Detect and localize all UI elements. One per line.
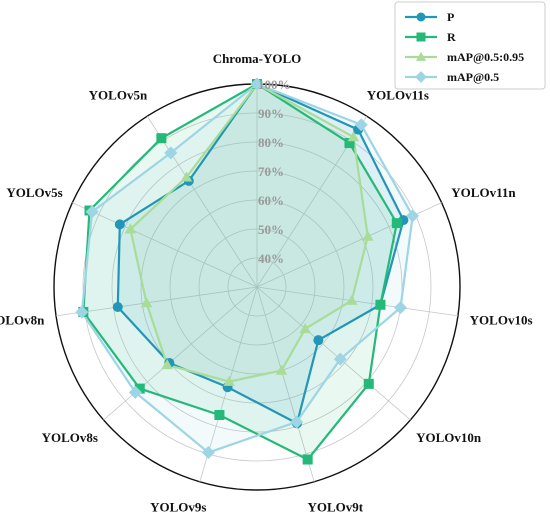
tick-label: 40% [258,251,284,266]
data-point-r-yolov10n [363,378,374,389]
data-point-r-yolov10s [375,299,386,310]
category-label-yolov11s: YOLOv11s [367,87,429,102]
category-label-yolov9s: YOLOv9s [150,500,206,513]
data-point-map-0-5-yolov5s [85,205,99,219]
grid-spoke [72,202,258,288]
data-point-map-0-5-yolov8n [75,305,89,319]
radar-series [75,77,420,465]
data-point-map-0-5-yolov11s [354,118,368,132]
category-label-yolov11n: YOLOv11n [451,185,516,200]
grid-spoke [256,286,458,317]
tick-label: 80% [258,135,284,150]
grid-spoke [256,286,411,421]
data-point-map-0-5-0-95-yolov8n [140,297,153,308]
legend-marker-map-0-5 [415,71,427,83]
legend-item-map-0-5-0-95: mAP@0.5:0.95 [405,50,524,64]
category-label-yolov9t: YOLOv9t [308,500,364,513]
tick-label: 60% [258,193,284,208]
data-point-map-0-5-0-95-yolov9t [275,364,288,375]
legend-item-r: R [405,30,456,44]
data-point-map-0-5-0-95-yolov11s [347,131,360,142]
data-point-r-yolov11n [391,218,402,229]
data-point-map-0-5-yolov8s [128,385,142,399]
legend-marker-r [416,32,426,42]
legend-label: mAP@0.5 [447,70,499,84]
category-label-yolov8s: YOLOv8s [42,430,98,445]
legend-label: R [447,30,456,44]
data-point-map-0-5-yolov9t [290,415,304,429]
legend-frame [394,1,546,90]
data-point-r-yolov11s [344,138,355,149]
grid-spoke [146,116,258,288]
series-line-map-0-5 [80,82,414,454]
data-point-map-0-5-0-95-yolov8s [161,359,173,370]
category-label-yolov8n: YOLOv8n [0,313,45,328]
data-point-r-yolov5n [156,133,167,144]
series-fill-r [83,84,397,460]
data-point-map-0-5-0-95-yolov5s [124,223,137,234]
legend-marker-p [416,12,426,22]
tick-label: 50% [258,222,284,237]
legend-label: mAP@0.5:0.95 [447,50,524,64]
tick-label: 70% [258,164,284,179]
category-label-yolov5n: YOLOv5n [89,87,148,102]
category-label-chroma-yolo: Chroma-YOLO [213,51,302,66]
legend-label: P [447,10,454,24]
data-point-map-0-5-yolov5n [164,146,178,160]
data-point-map-0-5-0-95-yolov5n [180,171,193,182]
data-point-map-0-5-0-95-yolov10n [299,323,311,334]
data-point-r-yolov8s [134,383,145,394]
series-line-map-0-5-0-95 [129,82,369,383]
data-point-map-0-5-yolov11n [406,209,420,223]
category-labels: Chroma-YOLO YOLOv11s YOLOv11n YOLOv10s YOLOv… [0,51,533,513]
data-point-map-0-5-0-95-yolov9s [223,375,235,386]
data-point-r-yolov9t [302,454,313,465]
series-line-p [116,82,405,425]
category-label-yolov10s: YOLOv10s [470,313,533,328]
legend-item-p: P [405,10,454,24]
tick-label: 100% [258,77,291,92]
category-label-yolov10n: YOLOv10n [416,430,482,445]
grid-spoke [103,286,258,421]
grid-spoke [256,286,315,482]
data-point-r-yolov9s [214,409,225,420]
legend-marker-map-0-5-0-95 [415,51,427,61]
series-line-r [82,82,398,461]
grid-spoke [56,286,258,317]
data-point-map-0-5-yolov10s [394,301,408,315]
tick-label: 90% [258,106,284,121]
data-point-p-yolov5s [114,219,125,230]
radial-tick-labels: 40% 50% 60% 70% 80% 90% 100% [258,77,291,266]
series-fill-p [117,84,404,424]
category-label-yolov5s: YOLOv5s [6,185,62,200]
data-point-map-0-5-0-95-yolov10s [345,294,358,305]
data-point-p-yolov8n [112,302,123,313]
data-point-map-0-5-yolov9s [201,446,215,460]
legend-item-map-0-5: mAP@0.5 [405,70,499,84]
series-fill-map-0-5-0-95 [130,84,368,382]
data-point-map-0-5-0-95-yolov11n [362,230,374,241]
data-point-map-0-5-yolov10n [333,352,347,366]
data-point-map-0-5-chroma-yolo [250,77,264,91]
data-point-p-yolov10n [313,335,324,346]
